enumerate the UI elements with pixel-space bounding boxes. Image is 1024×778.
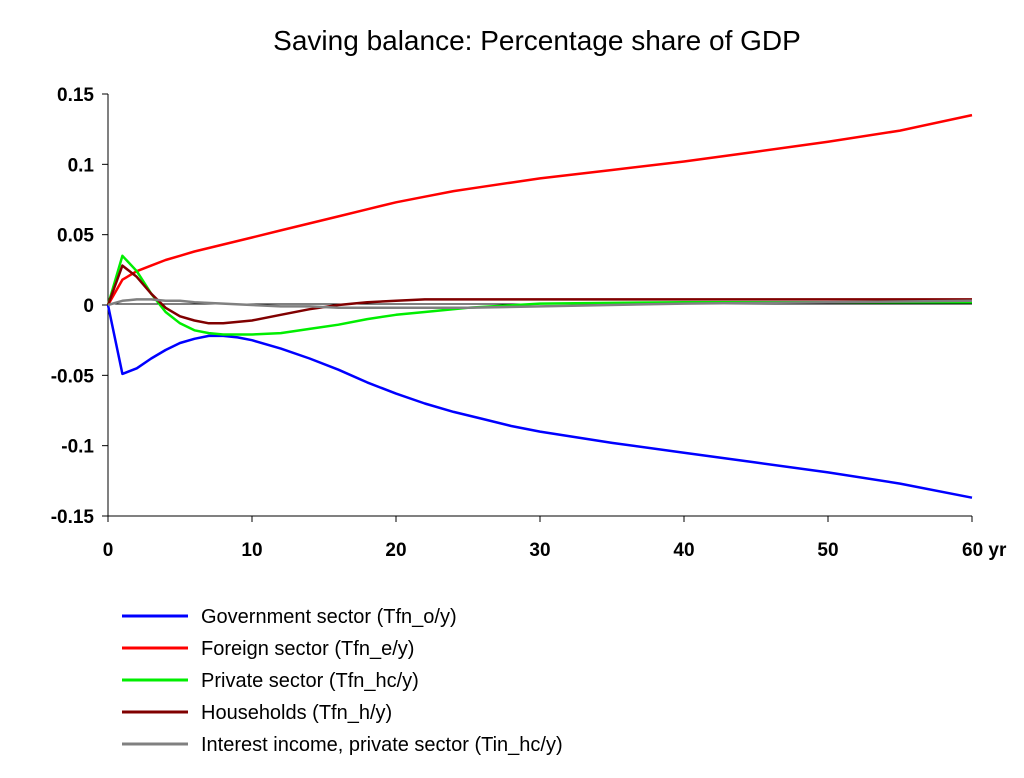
series-line-2	[106, 113, 973, 306]
legend-label: Private sector (Tfn_hc/y)	[201, 670, 419, 692]
y-tick-label: 0	[83, 296, 94, 317]
y-tick-label: 0.1	[68, 155, 95, 176]
y-tick-label: -0.05	[51, 366, 95, 387]
legend-label: Interest income, private sector (Tin_hc/…	[201, 734, 563, 756]
x-tick-label: 30	[529, 540, 550, 561]
y-tick-label: 0.05	[57, 226, 94, 247]
series-line-4	[106, 264, 972, 325]
x-axis-ticks: 0 10 20 30 40 50 60 yr	[103, 516, 1007, 561]
series-lines	[106, 113, 973, 499]
x-tick-label: 20	[385, 540, 406, 561]
y-tick-label: 0.15	[57, 85, 94, 106]
x-tick-label: 40	[673, 540, 694, 561]
series-line-1	[106, 304, 973, 499]
x-tick-label: 10	[241, 540, 262, 561]
legend-label: Foreign sector (Tfn_e/y)	[201, 638, 414, 660]
y-tick-label: -0.15	[51, 507, 95, 528]
series-line-5	[107, 298, 973, 310]
x-tick-label: 60 yr	[962, 540, 1007, 561]
x-tick-label: 50	[817, 540, 838, 561]
y-axis-ticks: 0.15 0.1 0.05 0 -0.05 -0.1 -0.15	[51, 85, 108, 528]
legend-label: Households (Tfn_h/y)	[201, 702, 392, 724]
y-tick-label: -0.1	[61, 437, 94, 458]
legend: Government sector (Tfn_o/y) Foreign secto…	[122, 606, 563, 756]
legend-label: Government sector (Tfn_o/y)	[201, 606, 457, 628]
x-tick-label: 0	[103, 540, 114, 561]
chart-title: Saving balance: Percentage share of GDP	[273, 25, 801, 56]
